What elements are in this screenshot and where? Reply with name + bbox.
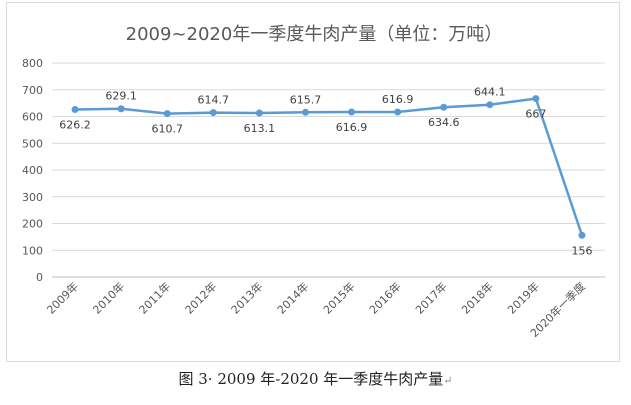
x-tick-label: 2015年 [320, 279, 357, 316]
chart-frame: 2009~2020年一季度牛肉产量（单位：万吨） 0 100 200 300 400 50… [6, 2, 620, 362]
line-chart: 2009~2020年一季度牛肉产量（单位：万吨） 0 100 200 300 400 50… [22, 24, 605, 340]
paragraph-mark: ↵ [443, 374, 453, 387]
x-tick-label: 2013年 [228, 279, 265, 316]
data-label: 613.1 [244, 122, 276, 135]
data-point [301, 108, 309, 116]
data-point [209, 109, 217, 117]
y-tick-label: 700 [22, 84, 43, 97]
y-tick-label: 300 [22, 191, 43, 204]
caption-text: 图 3· 2009 年-2020 年一季度牛肉产量 [178, 370, 444, 388]
y-tick-label: 600 [22, 111, 43, 124]
x-tick-label: 2016年 [366, 279, 403, 316]
series-beef-output [71, 95, 586, 239]
x-tick-label: 2014年 [274, 279, 311, 316]
y-tick-label: 800 [22, 57, 43, 70]
x-tick-label: 2010年 [90, 279, 127, 316]
x-tick-label: 2017年 [412, 279, 449, 316]
data-label: 616.9 [336, 121, 368, 134]
data-point [394, 108, 402, 116]
data-label: 667 [525, 108, 546, 121]
data-label: 615.7 [290, 93, 322, 106]
data-label: 616.9 [382, 93, 414, 106]
x-tick-label: 2009年 [44, 279, 81, 316]
figure-caption: 图 3· 2009 年-2020 年一季度牛肉产量↵ [0, 368, 631, 389]
data-label: 614.7 [198, 94, 230, 107]
data-point [532, 95, 540, 103]
data-label: 644.1 [474, 86, 506, 99]
x-tick-label: 2018年 [458, 279, 495, 316]
data-label: 626.2 [59, 118, 91, 131]
data-label: 156 [571, 244, 592, 257]
x-axis-ticks: 2009年 2010年 2011年 2012年 2013年 2014年 2015年 2016年… [44, 279, 588, 340]
x-tick-label: 2012年 [182, 279, 219, 316]
data-point [163, 110, 171, 118]
data-point [255, 109, 263, 117]
series-line [75, 97, 584, 236]
data-label: 634.6 [428, 116, 460, 129]
x-tick-label: 2011年 [136, 279, 173, 316]
data-point [578, 231, 586, 239]
y-axis-ticks: 0 100 200 300 400 500 600 700 800 [22, 57, 43, 284]
data-point [486, 101, 494, 109]
y-tick-label: 200 [22, 218, 43, 231]
y-tick-label: 500 [22, 137, 43, 150]
data-point [117, 105, 125, 113]
data-point [71, 105, 79, 113]
chart-title: 2009~2020年一季度牛肉产量（单位：万吨） [126, 24, 503, 45]
data-point [348, 108, 356, 116]
data-label: 610.7 [151, 123, 183, 136]
data-label: 629.1 [105, 90, 137, 103]
y-tick-label: 0 [36, 271, 43, 284]
data-point [440, 103, 448, 111]
gridlines [52, 62, 605, 278]
x-tick-label: 2019年 [505, 279, 542, 316]
y-tick-label: 400 [22, 164, 43, 177]
data-labels: 626.2 629.1 610.7 614.7 613.1 615.7 616.9 616.9… [59, 86, 592, 258]
y-tick-label: 100 [22, 244, 43, 257]
